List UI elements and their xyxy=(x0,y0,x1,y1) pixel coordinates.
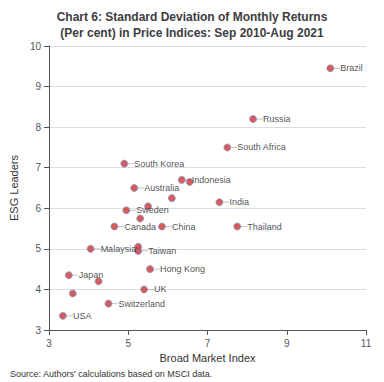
svg-text:Chart 6: Standard Deviation of: Chart 6: Standard Deviation of Monthly R… xyxy=(57,10,328,24)
svg-text:6: 6 xyxy=(35,203,41,214)
svg-text:11: 11 xyxy=(361,338,372,349)
svg-text:South Korea: South Korea xyxy=(134,159,184,169)
svg-text:5: 5 xyxy=(35,243,41,254)
svg-text:South Africa: South Africa xyxy=(237,142,286,152)
svg-text:(Per cent) in Price Indices: S: (Per cent) in Price Indices: Sep 2010-Au… xyxy=(60,26,324,40)
svg-text:Thailand: Thailand xyxy=(247,222,282,232)
svg-text:Malaysia: Malaysia xyxy=(101,244,137,254)
svg-text:4: 4 xyxy=(35,284,41,295)
svg-text:7: 7 xyxy=(35,162,41,173)
svg-text:Taiwan: Taiwan xyxy=(148,246,176,256)
svg-text:Russia: Russia xyxy=(263,114,291,124)
svg-text:Hong Kong: Hong Kong xyxy=(160,264,205,274)
svg-text:Canada: Canada xyxy=(124,222,156,232)
svg-text:USA: USA xyxy=(73,311,92,321)
svg-text:Broad Market Index: Broad Market Index xyxy=(160,352,256,364)
svg-text:9: 9 xyxy=(35,81,41,92)
svg-text:3: 3 xyxy=(46,338,52,349)
svg-text:3: 3 xyxy=(35,325,41,336)
svg-text:5: 5 xyxy=(125,338,131,349)
svg-text:UK: UK xyxy=(154,284,167,294)
svg-text:Australia: Australia xyxy=(144,183,179,193)
svg-text:Brazil: Brazil xyxy=(340,63,363,73)
svg-text:7: 7 xyxy=(205,338,211,349)
svg-text:India: India xyxy=(229,197,249,207)
svg-text:Source: Authors' calculations: Source: Authors' calculations based on M… xyxy=(10,369,212,379)
svg-text:8: 8 xyxy=(35,122,41,133)
svg-text:Switzerland: Switzerland xyxy=(118,299,165,309)
svg-text:Indonesia: Indonesia xyxy=(192,175,231,185)
svg-text:ESG Leaders: ESG Leaders xyxy=(8,154,20,221)
svg-text:Sweden: Sweden xyxy=(136,205,169,215)
svg-text:China: China xyxy=(172,222,196,232)
svg-text:9: 9 xyxy=(284,338,290,349)
svg-text:Japan: Japan xyxy=(79,270,104,280)
svg-text:10: 10 xyxy=(30,41,42,52)
